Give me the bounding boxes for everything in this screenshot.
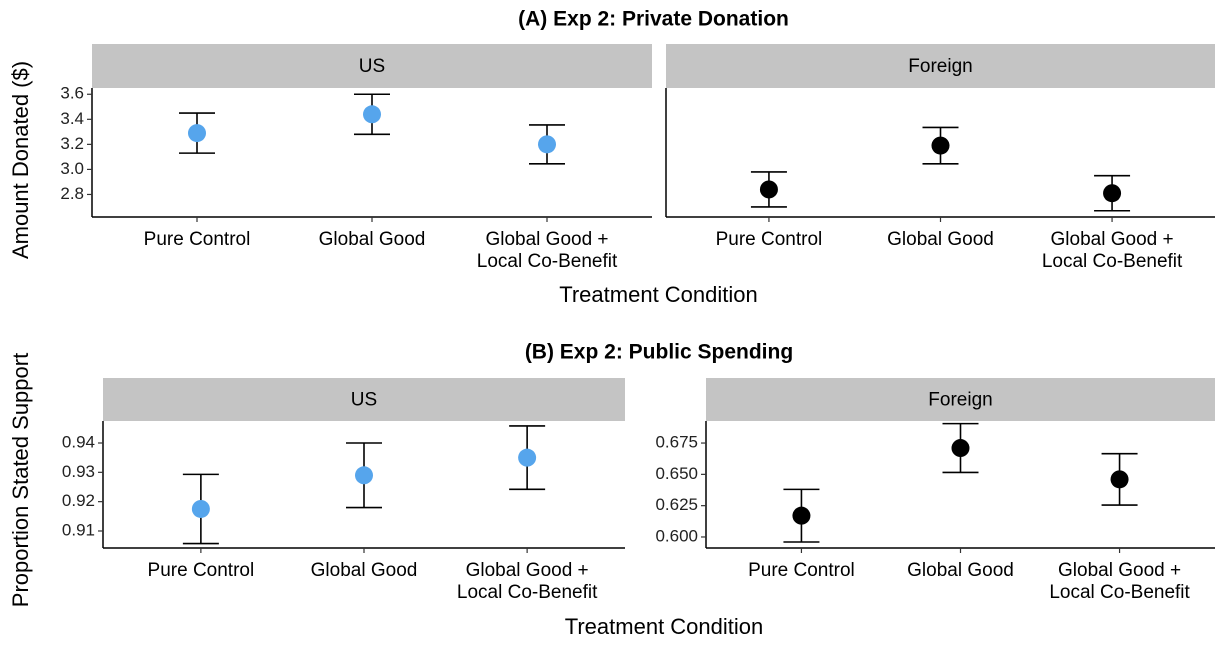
chart-title: (B) Exp 2: Public Spending (525, 341, 793, 364)
y-axis-title: Amount Donated ($) (8, 61, 33, 259)
x-axis-title: Treatment Condition (559, 282, 758, 307)
point (355, 466, 373, 485)
chart-title: (A) Exp 2: Private Donation (518, 8, 789, 31)
point (188, 124, 206, 143)
y-axis-title: Proportion Stated Support (8, 353, 33, 607)
y-tick-label: 0.94 (62, 432, 95, 451)
facet-strip (706, 378, 1215, 421)
y-tick-label: 2.8 (60, 184, 84, 203)
x-tick-label: Pure Control (144, 229, 251, 250)
y-tick-label: 3.0 (60, 159, 84, 178)
x-tick-label: Global Good + Local Co-Benefit (1049, 560, 1190, 603)
x-tick-label: Global Good (319, 229, 426, 250)
y-tick-label: 0.92 (62, 491, 95, 510)
y-tick-label: 0.625 (655, 495, 698, 514)
point (363, 105, 381, 124)
x-tick-label: Global Good + Local Co-Benefit (457, 560, 598, 603)
facet-strip (103, 378, 625, 421)
facet-label: Foreign (908, 56, 972, 77)
x-tick-label: Global Good + Local Co-Benefit (477, 229, 618, 272)
y-tick-label: 0.600 (655, 526, 698, 545)
point (792, 506, 811, 525)
y-tick-label: 0.91 (62, 520, 95, 539)
x-axis-title: Treatment Condition (565, 614, 764, 639)
point (951, 439, 970, 458)
x-tick-label: Pure Control (748, 560, 855, 581)
point (518, 448, 537, 467)
facet-label: Foreign (928, 390, 992, 411)
y-tick-label: 3.4 (60, 109, 84, 128)
facet-label: US (351, 390, 377, 411)
facet-strip (92, 44, 652, 88)
y-tick-label: 0.650 (655, 464, 698, 483)
point (1103, 184, 1122, 203)
x-tick-label: Global Good + Local Co-Benefit (1042, 229, 1183, 272)
facet-label: US (359, 56, 385, 77)
x-tick-label: Global Good (311, 560, 418, 581)
y-tick-label: 3.2 (60, 134, 84, 153)
y-tick-label: 0.93 (62, 462, 95, 481)
point (759, 180, 778, 199)
y-tick-label: 3.6 (60, 84, 84, 103)
x-tick-label: Pure Control (148, 560, 255, 581)
point (931, 136, 950, 155)
facet-strip (666, 44, 1215, 88)
x-tick-label: Pure Control (716, 229, 823, 250)
x-tick-label: Global Good (907, 560, 1014, 581)
point (191, 499, 210, 518)
y-tick-label: 0.675 (655, 433, 698, 452)
point (1110, 470, 1129, 489)
x-tick-label: Global Good (887, 229, 994, 250)
point (538, 135, 556, 154)
